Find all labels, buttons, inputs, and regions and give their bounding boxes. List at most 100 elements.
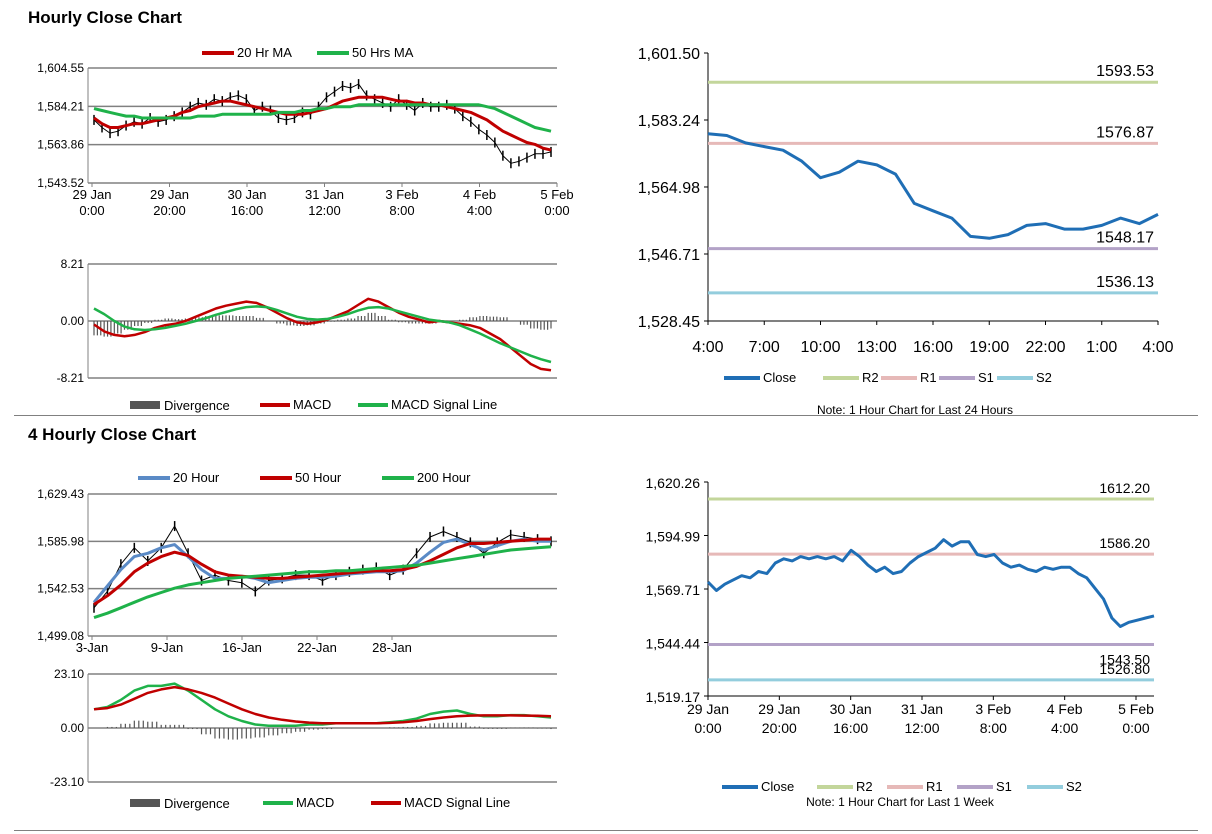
legend-signal-label: MACD Signal Line [404,795,510,810]
four-hourly-macd-chart: 23.10 0.00 -23.10 Divergence MACD MACD Signal… [50,667,557,811]
x-tick-label: 4 Feb [1047,701,1083,717]
x-tick-label: 20:00 [153,203,186,218]
x-tick-label: 12:00 [904,720,939,736]
weekly-chart: 1,620.26 1,594.99 1,569.71 1,544.44 1,519.17… [646,475,1155,809]
chart-note: Note: 1 Hour Chart for Last 24 Hours [817,403,1013,415]
x-tick-label: 19:00 [969,339,1009,356]
y-tick-label: 1,499.08 [37,629,84,643]
y-tick-label: 1,620.26 [646,475,701,491]
level-label-s2: 1536.13 [1096,274,1154,291]
signal-line [93,685,552,725]
y-tick-label: 23.10 [54,667,84,681]
legend-0-label: 20 Hr MA [237,45,292,60]
x-tick-label: 31 Jan [305,187,344,202]
series-line-2 [93,103,552,133]
x-tick-label: 0:00 [79,203,104,218]
y-tick-label: 1,585.98 [37,534,84,548]
legend-r2-label: R2 [862,370,879,385]
x-tick-label: 10:00 [800,339,840,356]
close-line [93,83,552,164]
y-tick-label: 1,584.21 [37,99,84,113]
hourly-macd-chart: 8.21 0.00 -8.21 Divergence MACD MACD Signal L… [57,257,557,413]
x-tick-label: 8:00 [389,203,414,218]
level-label-s2: 1526.80 [1099,661,1150,677]
legend-r1-label: R1 [920,370,937,385]
legend-s1-label: S1 [996,779,1012,794]
series-line-2 [93,537,551,606]
x-tick-label: 4:00 [1051,720,1078,736]
macd-line [93,297,552,372]
series-line-1 [92,537,551,604]
legend-s1-label: S1 [978,370,994,385]
legend-signal-label: MACD Signal Line [391,397,497,412]
x-tick-label: 4:00 [692,339,723,356]
level-label-r1: 1586.20 [1099,535,1150,551]
section-divider [14,415,1198,416]
x-tick-label: 4:00 [467,203,492,218]
legend-divergence-label: Divergence [164,796,230,811]
y-tick-label: 0.00 [61,721,85,735]
hourly-24h-chart: 1,601.50 1,583.24 1,564.98 1,546.71 1,528.45… [638,46,1174,415]
legend-1-label: 50 Hrs MA [352,45,414,60]
legend-macd-label: MACD [293,397,331,412]
legend-r1-label: R1 [926,779,943,794]
y-tick-label: 1,528.45 [638,314,700,331]
close-line [706,538,1155,628]
legend-macd-label: MACD [296,795,334,810]
y-tick-label: 0.00 [61,314,85,328]
legend-1-label: 50 Hour [295,470,342,485]
x-tick-label: 4:00 [1142,339,1173,356]
legend-s2-label: S2 [1036,370,1052,385]
x-tick-label: 5 Feb [540,187,573,202]
legend-divergence-swatch [130,799,160,807]
x-tick-label: 12:00 [308,203,341,218]
x-tick-label: 16:00 [833,720,868,736]
series-line-3 [93,545,552,620]
y-tick-label: 1,583.24 [638,113,700,130]
x-tick-label: 9-Jan [151,640,184,655]
x-tick-label: 4 Feb [463,187,496,202]
level-label-r2: 1612.20 [1099,480,1150,496]
legend-r2-label: R2 [856,779,873,794]
close-line [93,525,552,609]
legend-2-label: 200 Hour [417,470,471,485]
x-tick-label: 30 Jan [227,187,266,202]
y-tick-label: 1,594.99 [646,528,701,544]
x-tick-label: 31 Jan [901,701,943,717]
y-tick-label: 1,544.44 [646,636,701,652]
legend-s2-label: S2 [1066,779,1082,794]
y-tick-label: 1,604.55 [37,61,84,75]
x-tick-label: 13:00 [857,339,897,356]
y-tick-label: -8.21 [57,371,85,385]
x-tick-label: 29 Jan [72,187,111,202]
legend-0-label: 20 Hour [173,470,220,485]
x-tick-label: 29 Jan [758,701,800,717]
x-tick-label: 1:00 [1086,339,1117,356]
x-tick-label: 29 Jan [687,701,729,717]
y-tick-label: 1,564.98 [638,180,700,197]
x-tick-label: 3-Jan [76,640,109,655]
bottom-divider [14,830,1198,831]
legend-divergence-label: Divergence [164,398,230,413]
x-tick-label: 0:00 [1122,720,1149,736]
x-tick-label: 30 Jan [830,701,872,717]
four-hourly-section-title: 4 Hourly Close Chart [28,425,197,444]
y-tick-label: 8.21 [61,257,85,271]
y-tick-label: 1,601.50 [638,46,700,63]
x-tick-label: 16:00 [231,203,264,218]
legend-divergence-swatch [130,401,160,409]
x-tick-label: 22:00 [1025,339,1065,356]
y-tick-label: 1,519.17 [646,689,701,705]
signal-line [93,305,552,364]
level-label-s1: 1548.17 [1096,230,1154,247]
x-tick-label: 28-Jan [372,640,412,655]
x-tick-label: 16:00 [913,339,953,356]
x-tick-label: 22-Jan [297,640,337,655]
x-tick-label: 29 Jan [150,187,189,202]
hourly-section-title: Hourly Close Chart [28,8,182,27]
level-label-s1: 1543.50 [1099,651,1150,667]
y-tick-label: -23.10 [50,775,84,789]
x-tick-label: 3 Feb [385,187,418,202]
